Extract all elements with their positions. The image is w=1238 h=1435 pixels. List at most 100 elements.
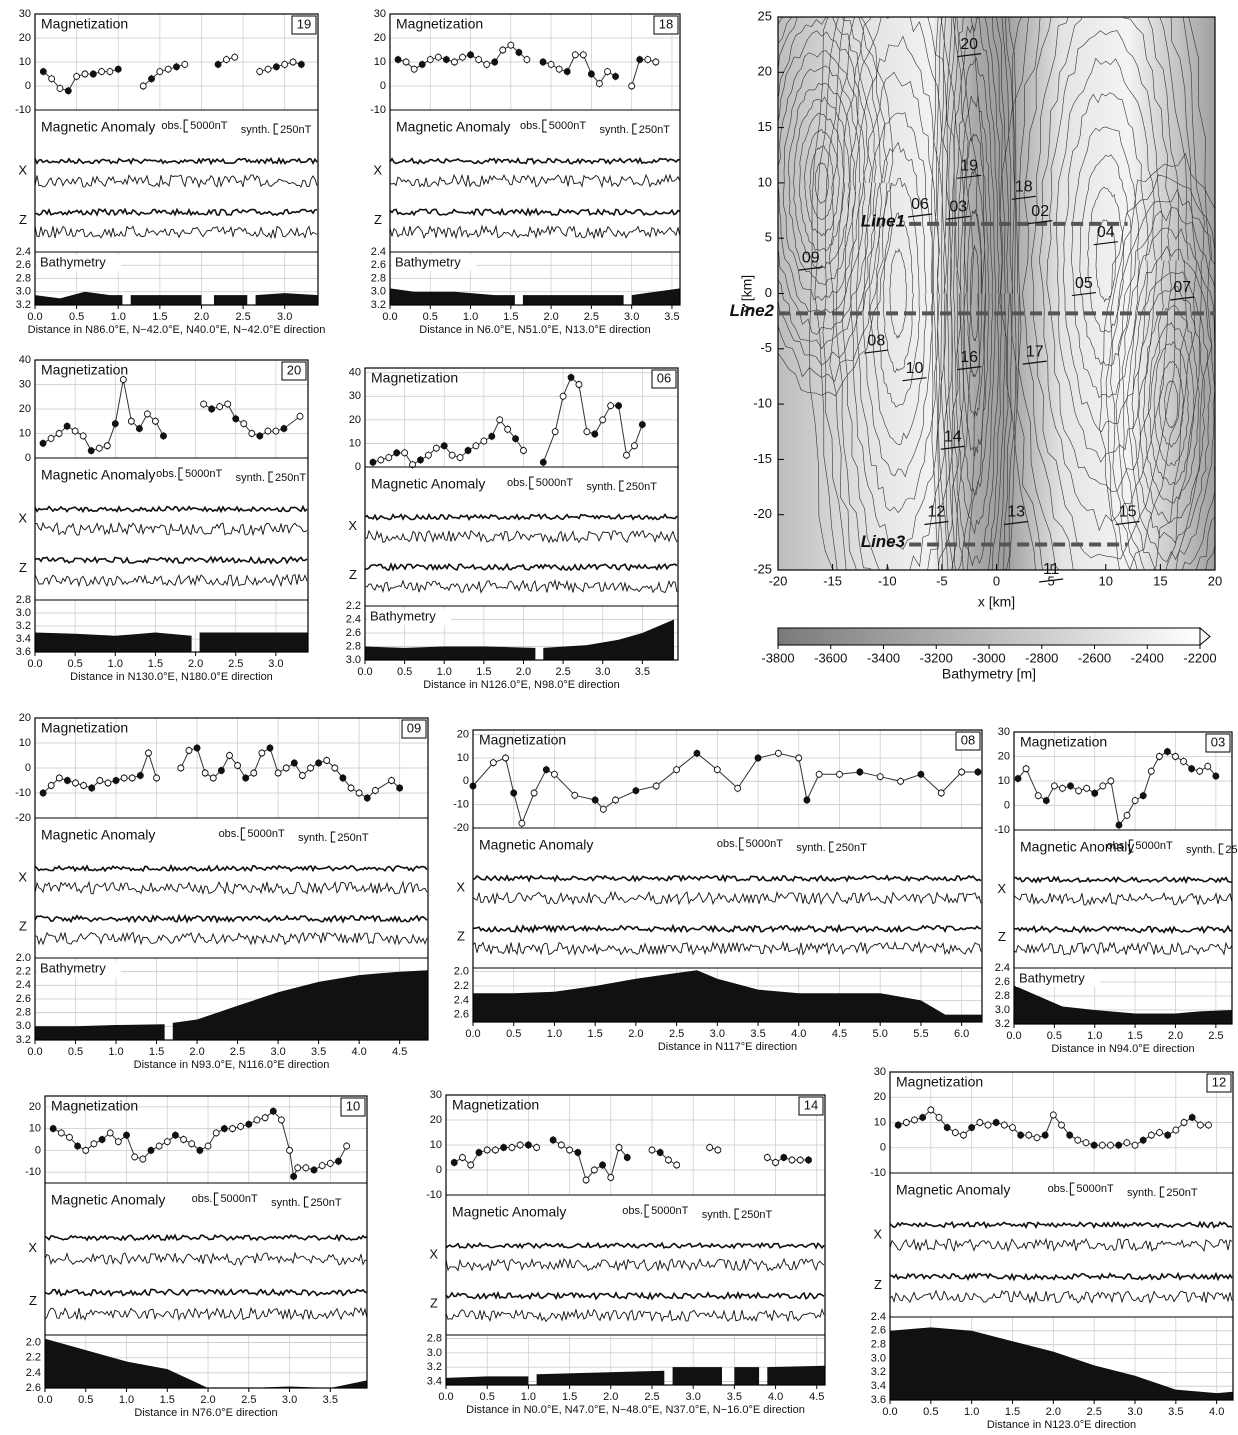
dive-track xyxy=(902,377,927,382)
synth-label: synth. xyxy=(241,124,270,136)
dive-track xyxy=(1039,578,1064,583)
magnetization-point xyxy=(164,65,172,73)
x-tick-label: -20 xyxy=(769,573,788,588)
anomaly-label: Magnetic Anomaly xyxy=(1020,839,1134,855)
magnetization-point xyxy=(579,51,587,59)
anomaly-trace xyxy=(389,207,681,217)
magnetization-point xyxy=(591,430,599,438)
panel-frame xyxy=(34,717,429,1041)
magnetization-point xyxy=(951,1129,959,1137)
colorbar-tick-label: -3400 xyxy=(867,650,900,665)
y-tick-label: 10 xyxy=(998,775,1010,787)
magnetization-point xyxy=(214,60,222,68)
contour xyxy=(1148,321,1195,485)
magnetization-point xyxy=(1049,1111,1057,1119)
channel-label: X xyxy=(18,510,27,525)
magnetization-point xyxy=(937,789,945,797)
contour xyxy=(814,162,829,204)
magnetization-point xyxy=(147,1146,155,1154)
contour xyxy=(1126,245,1215,563)
x-tick-label: 4.5 xyxy=(392,1046,407,1058)
scale-bracket xyxy=(273,123,279,135)
panel-id: 19 xyxy=(297,16,311,31)
contour xyxy=(876,177,921,408)
x-tick-label: 1.5 xyxy=(149,1046,164,1058)
magnetization-point xyxy=(294,1164,302,1172)
colorbar-tick-label: -2800 xyxy=(1025,650,1058,665)
panel-id: 18 xyxy=(659,16,673,31)
x-tick-label: 1.0 xyxy=(119,1394,134,1406)
magnetization-point xyxy=(88,784,96,792)
y-tick-label: 3.2 xyxy=(371,299,386,311)
x-tick-label: 2.5 xyxy=(230,1046,245,1058)
magnetization-point xyxy=(123,1131,130,1139)
synth-label: synth. xyxy=(796,842,825,854)
bathymetry-label: Bathymetry xyxy=(40,960,106,975)
y-tick-label: 0 xyxy=(25,452,31,464)
magnetization-point xyxy=(607,402,615,410)
magnetization-label: Magnetization xyxy=(51,1098,138,1114)
anomaly-label: Magnetic Anomaly xyxy=(396,119,510,135)
magnetization-point xyxy=(491,1146,499,1154)
contour xyxy=(778,17,888,383)
magnetization-point xyxy=(623,1154,631,1161)
channel-label: X xyxy=(18,870,27,885)
contour xyxy=(855,71,940,514)
magnetization-point xyxy=(112,777,120,784)
magnetization-point xyxy=(788,1156,796,1164)
contour xyxy=(1030,17,1180,560)
y-tick-label: 2.8 xyxy=(16,594,31,606)
magnetization-point xyxy=(1115,1141,1123,1149)
synth-scale: 250nT xyxy=(1166,1187,1197,1199)
colorbar-tick-label: -3800 xyxy=(761,650,794,665)
magnetization-point xyxy=(599,416,607,424)
y-tick-label: 20 xyxy=(430,1114,442,1126)
x-tick-label: 3.5 xyxy=(311,1046,326,1058)
contour xyxy=(889,248,907,339)
scale-bracket xyxy=(240,827,246,841)
y-tick-label: -20 xyxy=(453,822,469,834)
x-tick-label: 2.0 xyxy=(188,658,203,670)
magnetization-point xyxy=(1155,753,1163,760)
magnetization-point xyxy=(253,1116,261,1124)
magnetization-point xyxy=(636,56,644,64)
magnetization-point xyxy=(39,789,47,797)
magnetization-point xyxy=(856,768,864,776)
bathymetry-area xyxy=(1014,985,1232,1024)
contour xyxy=(1153,341,1189,466)
obs-label: obs. xyxy=(1048,1183,1069,1195)
magnetization-point xyxy=(563,68,571,76)
magnetization-point xyxy=(98,1136,106,1143)
panel-frame xyxy=(34,359,309,653)
x-tick-label: 0.0 xyxy=(438,1391,453,1403)
magnetization-point xyxy=(1042,797,1050,805)
dive-track xyxy=(864,349,889,354)
y-tick-label: 10 xyxy=(19,427,31,439)
contour xyxy=(1038,17,1172,532)
contour xyxy=(966,209,983,378)
magnetization-point xyxy=(96,777,104,784)
y-tick-label: 3.4 xyxy=(871,1380,886,1392)
anomaly-trace xyxy=(34,573,308,588)
contour xyxy=(953,57,997,535)
x-tick-label: 2.0 xyxy=(516,666,531,678)
y-tick-label: 2.4 xyxy=(26,1367,41,1379)
magnetization-point xyxy=(39,439,47,447)
magnetization-point xyxy=(347,784,355,792)
magnetization-point xyxy=(1196,1121,1204,1129)
magnetization-point xyxy=(369,458,377,466)
scale-bracket xyxy=(178,467,183,481)
y-tick-label: 10 xyxy=(457,752,469,764)
magnetization-point xyxy=(599,1161,606,1169)
magnetization-label: Magnetization xyxy=(41,720,128,736)
magnetization-point xyxy=(706,1144,714,1151)
magnetization-point xyxy=(163,1138,171,1146)
magnetization-point xyxy=(1000,1121,1008,1129)
x-tick-label: 1.0 xyxy=(108,1046,123,1058)
contour xyxy=(1105,174,1215,570)
y-tick-label: 3.2 xyxy=(871,1366,886,1378)
anomaly-trace xyxy=(34,207,318,217)
bathymetry-area xyxy=(473,970,982,1022)
x-tick-label: 2.5 xyxy=(1208,1030,1223,1042)
panel-frame xyxy=(1013,731,1233,1025)
